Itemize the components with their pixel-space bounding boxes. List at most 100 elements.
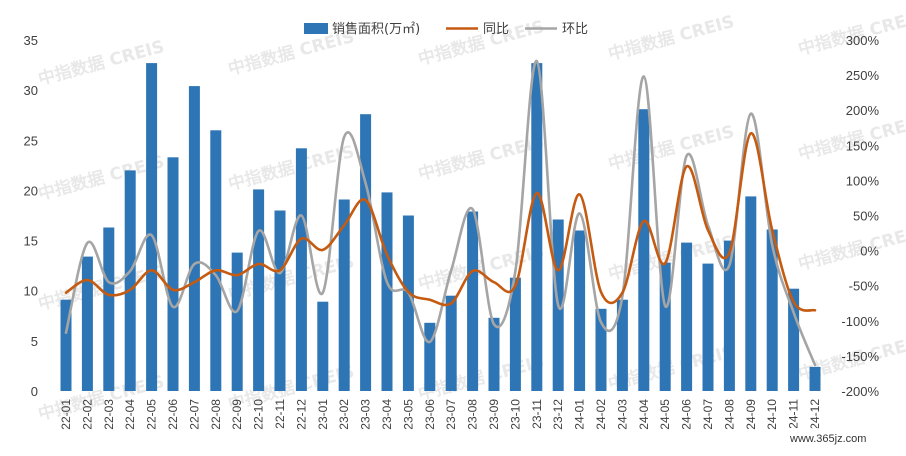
legend-swatch-sales-area	[304, 23, 328, 34]
bar-23-01	[317, 301, 329, 391]
line-mom	[64, 59, 817, 367]
bar-22-10	[253, 189, 265, 391]
y2-tick-label: -100%	[841, 314, 879, 329]
x-tick-label: 22-03	[102, 399, 116, 430]
x-tick-label: 23-10	[508, 399, 522, 430]
x-tick-label: 24-11	[787, 399, 801, 429]
y-tick-label: 0	[31, 384, 38, 399]
x-tick-label: 24-06	[680, 399, 694, 430]
right-axis: -200% -150% -100% -50% 0% 50% 100% 150% 200% 250%…	[841, 33, 879, 399]
bar-22-02	[81, 256, 93, 391]
bar-23-04	[381, 192, 393, 391]
x-tick-label: 23-09	[487, 399, 501, 430]
y-tick-label: 5	[31, 334, 38, 349]
y2-tick-label: -50%	[849, 279, 880, 294]
y2-tick-label: -150%	[841, 349, 879, 364]
bar-23-08	[467, 211, 479, 391]
bar-24-11	[788, 288, 800, 391]
y2-tick-label: 250%	[846, 68, 880, 83]
bar-22-03	[103, 227, 115, 391]
x-tick-label: 24-05	[658, 399, 672, 430]
x-tick-label: 23-12	[551, 399, 565, 430]
x-tick-label: 22-12	[294, 399, 308, 430]
x-tick-label: 24-04	[637, 399, 651, 430]
legend-label-mom: 环比	[562, 22, 588, 37]
x-tick-label: 22-05	[145, 399, 159, 430]
site-mark-text: www.365jz.com	[789, 433, 866, 445]
watermark-text: 中指数据 CREIS	[416, 351, 547, 405]
y2-tick-label: 200%	[846, 103, 880, 118]
bar-22-08	[210, 130, 222, 392]
y2-tick-label: -200%	[841, 384, 879, 399]
x-tick-label: 24-01	[573, 399, 587, 430]
watermark-text: 中指数据 CREIS	[606, 121, 737, 175]
x-tick-label: 24-10	[765, 399, 779, 430]
bar-22-11	[274, 210, 286, 391]
bar-24-08	[723, 240, 735, 391]
bar-23-06	[424, 322, 436, 391]
bar-22-07	[188, 86, 200, 391]
x-tick-label: 24-08	[722, 399, 736, 430]
bar-24-12	[809, 366, 821, 391]
x-tick-label: 24-09	[744, 399, 758, 430]
x-tick-label: 24-02	[594, 399, 608, 430]
x-tick-label: 22-11	[273, 399, 287, 429]
bar-23-10	[509, 277, 521, 391]
x-tick-label: 22-09	[230, 399, 244, 430]
y-tick-label: 10	[24, 284, 38, 299]
bar-22-06	[167, 157, 179, 391]
y2-tick-label: 100%	[846, 173, 880, 188]
watermark-text: 中指数据 CREIS	[416, 16, 547, 70]
y2-tick-label: 300%	[846, 33, 880, 48]
bar-22-01	[60, 299, 72, 391]
bar-24-07	[702, 263, 714, 391]
y2-tick-label: 150%	[846, 138, 880, 153]
bar-24-05	[659, 262, 671, 391]
x-tick-label: 23-04	[380, 399, 394, 430]
bar-23-05	[402, 215, 414, 391]
x-axis: 22-01 22-02 22-03 22-04 22-05 22-06 22-07 22-08…	[59, 399, 822, 430]
x-tick-label: 24-12	[808, 399, 822, 430]
bar-23-11	[531, 63, 543, 391]
x-tick-label: 24-07	[701, 399, 715, 430]
bar-23-09	[488, 317, 500, 391]
bar-23-02	[338, 199, 350, 391]
bar-24-01	[574, 230, 586, 391]
bar-24-04	[638, 109, 650, 391]
bar-22-05	[146, 63, 158, 391]
x-tick-label: 23-02	[337, 399, 351, 430]
bar-24-10	[766, 229, 778, 391]
bar-23-03	[360, 114, 372, 391]
y-tick-label: 35	[24, 33, 38, 48]
site-mark: www.365jz.com	[776, 428, 904, 448]
bar-22-09	[231, 252, 243, 391]
watermark-text: 中指数据 CREIS	[606, 11, 737, 65]
x-tick-label: 22-01	[59, 399, 73, 430]
y-tick-label: 20	[24, 183, 38, 198]
x-tick-label: 22-02	[80, 399, 94, 430]
y2-tick-label: 0%	[860, 244, 879, 259]
x-tick-label: 23-07	[444, 399, 458, 430]
bar-24-09	[745, 196, 757, 391]
y2-tick-label: 50%	[853, 209, 879, 224]
x-tick-label: 22-06	[166, 399, 180, 430]
legend-label-yoy: 同比	[483, 22, 509, 37]
bar-24-02	[595, 308, 607, 391]
watermark-text: 中指数据 CREIS	[796, 221, 906, 275]
x-tick-label: 22-08	[209, 399, 223, 430]
y-tick-label: 15	[24, 234, 38, 249]
x-tick-label: 23-01	[316, 399, 330, 430]
bar-23-07	[445, 295, 457, 391]
line-yoy	[64, 132, 817, 312]
legend-label-sales-area: 销售面积(万㎡)	[332, 21, 420, 37]
x-tick-label: 23-11	[530, 399, 544, 429]
y-tick-label: 30	[24, 83, 38, 98]
x-tick-label: 22-10	[252, 399, 266, 430]
bar-24-03	[616, 299, 628, 391]
bar-series	[60, 63, 821, 392]
x-tick-label: 23-06	[423, 399, 437, 430]
x-tick-label: 23-03	[359, 399, 373, 430]
y-tick-label: 25	[24, 133, 38, 148]
x-tick-label: 23-05	[401, 399, 415, 430]
